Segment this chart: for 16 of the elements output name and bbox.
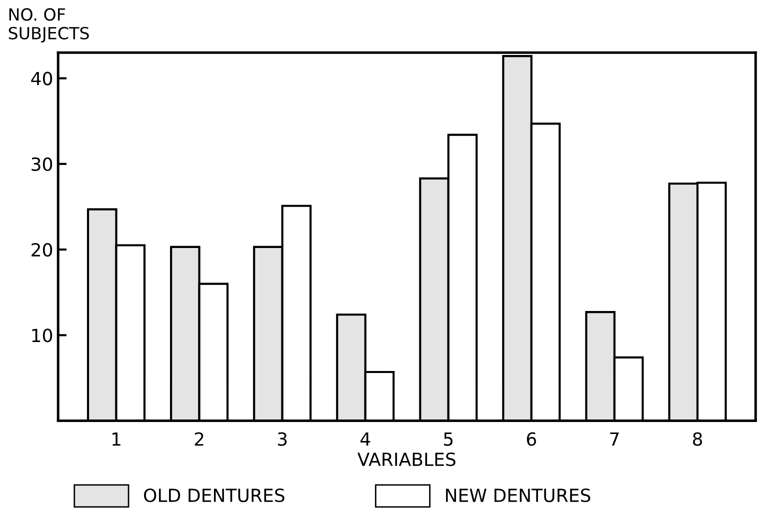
legend-label: NEW DENTURES [446,488,590,502]
x-tick-label: 3 [278,432,287,446]
x-tick-label: 7 [610,432,619,446]
y-tick-label: 40 [31,72,52,86]
y-tick-label: 20 [32,243,52,257]
x-tick-label: 2 [194,432,204,446]
x-tick-label: 1 [112,432,120,446]
legend-label: OLD DENTURES [144,488,284,502]
x-tick-label: 8 [692,432,702,446]
y-axis-title: NO. OF SUBJECTS [8,8,89,43]
x-axis-title: VARIABLES [357,452,456,466]
y-tick-label: 10 [32,328,52,342]
y-tick-label: 30 [32,157,52,172]
x-tick-label: 4 [360,432,370,446]
x-tick-label: 6 [526,432,536,446]
x-tick-label: 5 [444,432,453,446]
